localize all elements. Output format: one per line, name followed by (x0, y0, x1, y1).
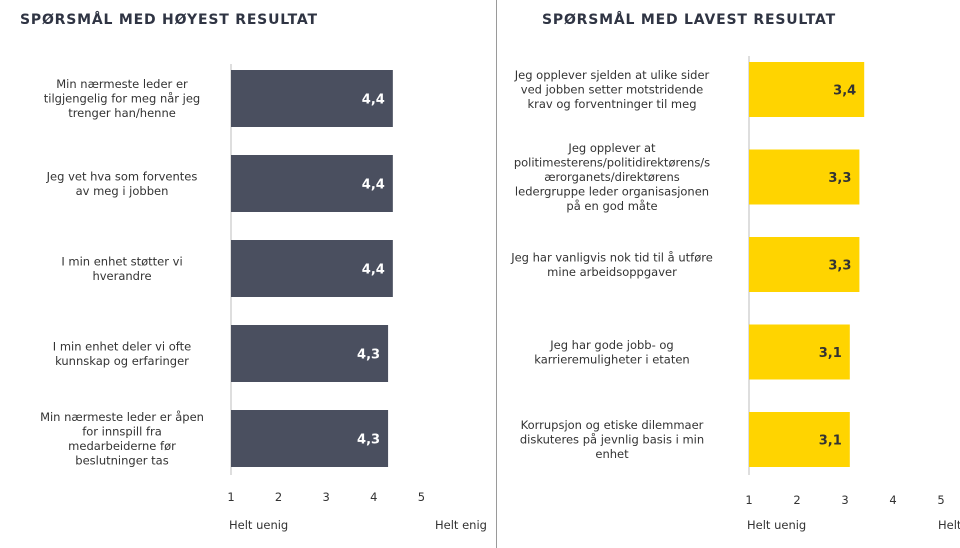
tick-label: 5 (937, 493, 944, 507)
chart-panel-highest: SPØRSMÅL MED HØYEST RESULTAT 4,4 Min nærm… (20, 12, 487, 532)
tick-label: 3 (323, 490, 330, 504)
category-label: Min nærmeste leder er åpen for innspill f… (40, 410, 204, 468)
bar (231, 410, 389, 467)
category-label: Jeg vet hva som forventes av meg i jobben (46, 169, 198, 198)
chart-panel-lowest: SPØRSMÅL MED LAVEST RESULTAT 3,4 Jeg oppl… (498, 0, 960, 548)
category-label: Jeg opplever sjelden at ulike sider ved j… (514, 68, 710, 111)
tick-label: 1 (745, 493, 752, 507)
bar (231, 325, 389, 382)
tick-label: 3 (841, 493, 848, 507)
data-label: 3,3 (828, 259, 851, 274)
bar (749, 62, 865, 117)
data-label: 3,3 (828, 171, 851, 186)
scale-min-label: Helt uenig (229, 518, 288, 532)
data-label: 3,4 (833, 84, 856, 99)
tick-label: 5 (418, 490, 425, 504)
category-label: Jeg har gode jobb- og karrieremuligheter … (534, 338, 689, 367)
bar (749, 237, 860, 292)
category-label: Jeg opplever at politimesterens/politidir… (514, 141, 710, 213)
bar (749, 324, 850, 380)
bar (231, 70, 393, 127)
data-label: 4,4 (362, 93, 385, 108)
category-label: Jeg har vanligvis nok tid til å utføre mi… (510, 250, 713, 279)
bar (749, 412, 850, 467)
scale-min-label: Helt uenig (747, 518, 806, 532)
data-label: 4,4 (362, 178, 385, 193)
data-label: 3,1 (819, 346, 842, 361)
tick-label: 4 (370, 490, 377, 504)
data-label: 4,3 (357, 433, 380, 448)
bar (749, 149, 860, 205)
bar-chart-lowest: 3,4 Jeg opplever sjelden at ulike sider ve… (510, 56, 960, 532)
category-label: I min enhet støtter vi hverandre (61, 254, 182, 283)
category-label: I min enhet deler vi ofte kunnskap og erf… (53, 339, 191, 368)
chart-title: SPØRSMÅL MED LAVEST RESULTAT (542, 12, 836, 28)
bar-chart-highest: 4,4 Min nærmeste leder er tilgjengelig for… (40, 64, 487, 532)
tick-label: 2 (275, 490, 282, 504)
category-label: Korrupsjon og etiske dilemmaer diskuteres… (520, 418, 704, 461)
category-label: Min nærmeste leder er tilgjengelig for me… (44, 77, 200, 120)
bar (231, 240, 393, 297)
panel-divider (496, 0, 497, 548)
scale-max-label: Helt enig (435, 518, 487, 532)
bar (231, 155, 393, 212)
data-label: 4,4 (362, 263, 385, 278)
tick-label: 2 (793, 493, 800, 507)
tick-label: 4 (889, 493, 896, 507)
data-label: 3,1 (819, 434, 842, 449)
chart-title: SPØRSMÅL MED HØYEST RESULTAT (20, 12, 318, 28)
tick-label: 1 (227, 490, 234, 504)
data-label: 4,3 (357, 348, 380, 363)
scale-max-label: Helt enig (938, 518, 960, 532)
